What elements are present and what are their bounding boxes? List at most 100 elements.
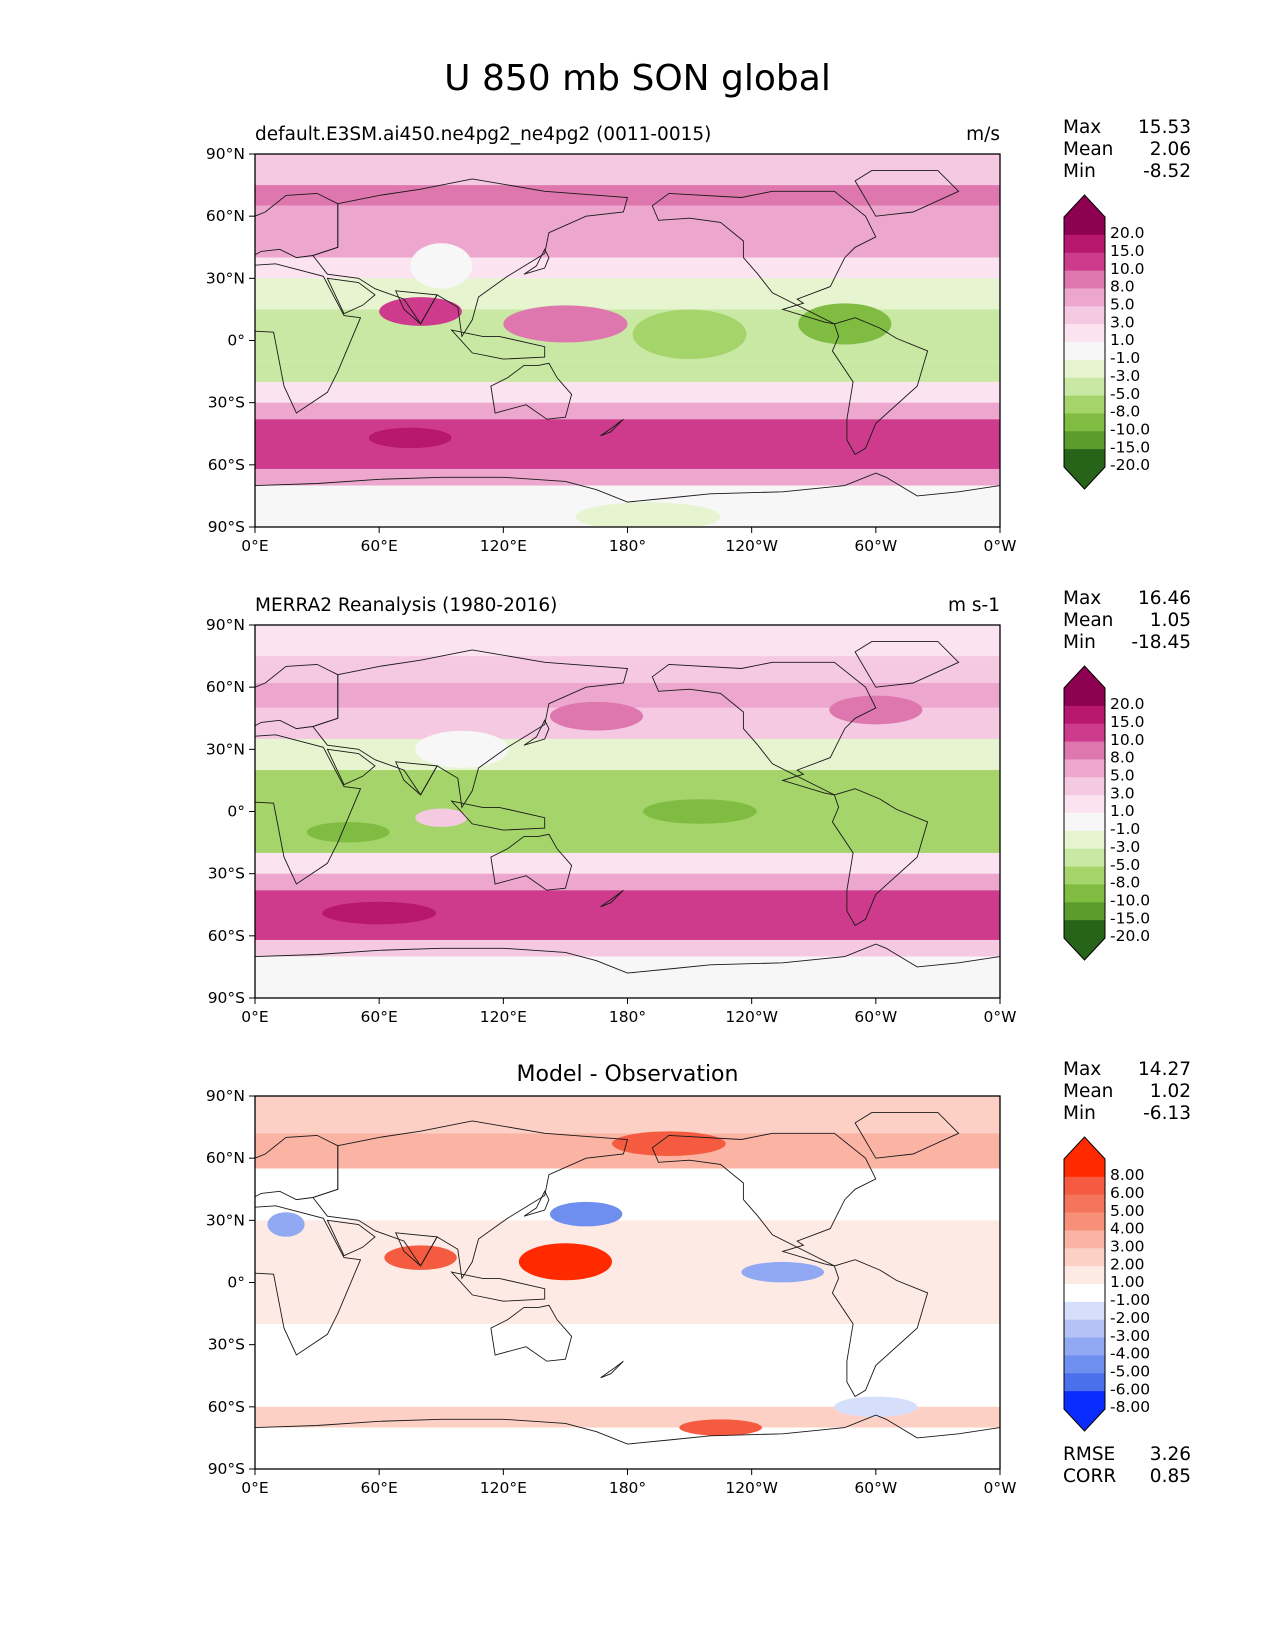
coastline-nz xyxy=(600,889,624,908)
colorbar-level-label: 10.0 xyxy=(1110,260,1145,278)
colorbar-extend-min xyxy=(1064,938,1105,960)
x-tick-label: 180° xyxy=(609,1008,646,1026)
colorbar-segment xyxy=(1064,723,1105,743)
stat-row: Max 16.46 xyxy=(1063,588,1191,610)
stat-value: 14.27 xyxy=(1138,1059,1191,1080)
colorbar-level-label: -3.0 xyxy=(1110,367,1140,385)
contour-band xyxy=(255,738,1000,771)
colorbar-extend-max xyxy=(1064,195,1105,217)
map-panel-observation: 0°E 60°E 120°E 180° 120°W 60°W 0°W 90°N 60°N 30°N… xyxy=(206,616,1017,1026)
panel-stats: Max 15.53 Mean 2.06 Min -8.52 xyxy=(1063,117,1191,183)
colorbar-level-label: 5.0 xyxy=(1110,296,1135,314)
coastline-india xyxy=(394,290,438,325)
colorbar-segment xyxy=(1064,848,1105,868)
y-tick-label: 60°N xyxy=(206,207,245,225)
colorbar-level-label: 20.0 xyxy=(1110,224,1145,242)
stat-label: RMSE xyxy=(1063,1444,1116,1465)
colorbar-level-label: -1.00 xyxy=(1110,1291,1150,1309)
colorbar-level-label: 20.0 xyxy=(1110,695,1145,713)
y-tick-label: 90°S xyxy=(208,1460,245,1478)
colorbar-segment xyxy=(1064,795,1105,814)
contour-blob xyxy=(575,502,721,527)
coastline-s-america xyxy=(831,788,929,927)
colorbar-segment xyxy=(1064,741,1105,760)
y-tick-label: 60°N xyxy=(206,1149,245,1167)
colorbar-segment xyxy=(1064,288,1105,307)
panel-stats: Max 16.46 Mean 1.05 Min -18.45 xyxy=(1063,588,1191,654)
contour-blob xyxy=(384,1245,457,1270)
coastline-asia xyxy=(312,649,629,809)
y-tick-label: 90°S xyxy=(208,518,245,536)
colorbar-segment xyxy=(1064,920,1105,939)
colorbar-level-label: -8.0 xyxy=(1110,874,1140,892)
stat-row: RMSE 3.26 xyxy=(1063,1444,1191,1466)
stat-value: -18.45 xyxy=(1131,632,1191,653)
colorbar-level-label: 1.0 xyxy=(1110,331,1135,349)
x-tick-label: 180° xyxy=(609,1479,646,1497)
stat-value: 1.02 xyxy=(1149,1081,1191,1102)
stat-label: Min xyxy=(1063,161,1096,182)
colorbar-segment xyxy=(1064,1248,1105,1267)
x-tick-label: 60°E xyxy=(361,1479,398,1497)
y-tick-label: 90°S xyxy=(208,989,245,1007)
x-tick-label: 0°W xyxy=(984,1008,1017,1026)
stat-value: 1.05 xyxy=(1149,610,1191,631)
colorbar-extend-min xyxy=(1064,467,1105,489)
colorbar-level-label: 4.00 xyxy=(1110,1220,1145,1238)
y-tick-label: 30°S xyxy=(208,865,245,883)
colorbar-level-label: -8.0 xyxy=(1110,403,1140,421)
colorbar-level-label: -6.00 xyxy=(1110,1380,1150,1398)
stat-value: 2.06 xyxy=(1149,139,1191,160)
colorbar-level-label: 1.00 xyxy=(1110,1273,1145,1291)
coastline-n-america xyxy=(651,190,877,325)
contour-blob xyxy=(503,305,628,343)
colorbar-segment xyxy=(1064,413,1105,432)
x-tick-label: 60°W xyxy=(854,1479,897,1497)
colorbar-level-label: 8.0 xyxy=(1110,278,1135,296)
colorbar-level-label: 6.00 xyxy=(1110,1184,1145,1202)
contour-blob xyxy=(798,303,892,345)
contour-band xyxy=(255,1096,1000,1134)
colorbar-level-label: 3.00 xyxy=(1110,1238,1145,1256)
colorbar-level-label: -3.0 xyxy=(1110,838,1140,856)
contour-blob xyxy=(518,1243,612,1281)
stat-label: Mean xyxy=(1063,139,1114,160)
colorbar-segment xyxy=(1064,1212,1105,1231)
contour-band xyxy=(255,770,1000,853)
stat-row: Mean 1.05 xyxy=(1063,610,1191,632)
colorbar-segment xyxy=(1064,705,1105,725)
contour-blob xyxy=(379,297,462,326)
contour-band xyxy=(255,852,1000,874)
coastline-antarctica xyxy=(255,1414,1000,1469)
contour-blob xyxy=(415,730,509,768)
y-tick-label: 30°N xyxy=(206,269,245,287)
coastline-n-america xyxy=(651,1132,877,1267)
coastline-greenland xyxy=(854,170,960,217)
colorbar-level-label: -15.0 xyxy=(1110,909,1150,927)
contour-band xyxy=(255,1220,1000,1242)
panel-units: m s-1 xyxy=(948,595,1000,616)
coastline-india xyxy=(394,1232,438,1267)
contour-blob xyxy=(322,901,437,925)
contour-blob xyxy=(549,701,644,731)
stat-value: 15.53 xyxy=(1138,117,1191,138)
contour-band xyxy=(255,205,1000,227)
stat-row: Max 15.53 xyxy=(1063,117,1191,139)
coastline-australia xyxy=(490,362,573,420)
colorbar-segment xyxy=(1064,777,1105,796)
colorbar-segment xyxy=(1064,342,1105,361)
y-tick-label: 90°N xyxy=(206,145,245,163)
contour-band xyxy=(255,402,1000,420)
coastline-indonesia xyxy=(450,800,546,831)
x-tick-label: 60°W xyxy=(854,1008,897,1026)
colorbar-level-label: -1.0 xyxy=(1110,820,1140,838)
contour-band xyxy=(255,1406,1000,1428)
colorbar-segment xyxy=(1064,1319,1105,1339)
x-tick-label: 120°E xyxy=(480,537,527,555)
panel-stats: Max 14.27 Mean 1.02 Min -6.13 xyxy=(1063,1059,1191,1125)
x-tick-label: 120°W xyxy=(725,1479,778,1497)
contour-blob xyxy=(306,822,390,843)
coastline-europe xyxy=(255,663,339,730)
map-panel-model: 0°E 60°E 120°E 180° 120°W 60°W 0°W 90°N 60°N 30°N… xyxy=(206,145,1017,555)
y-tick-label: 60°S xyxy=(208,1398,245,1416)
